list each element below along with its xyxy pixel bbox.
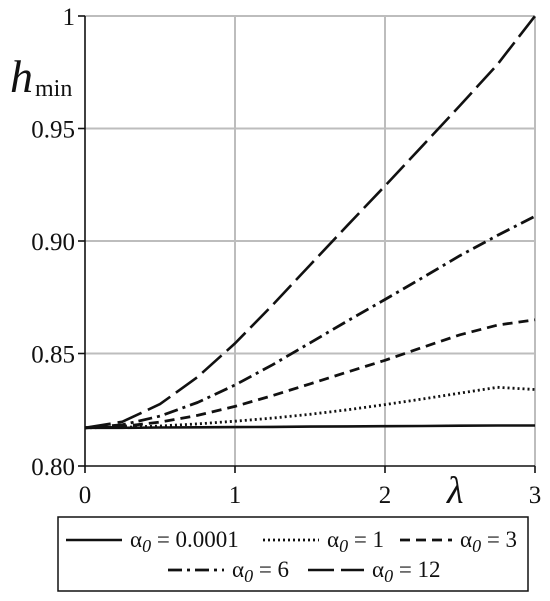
y-axis-label-subscript: min — [35, 76, 72, 102]
legend-label-2: α0 = 1 — [327, 527, 384, 556]
grid-lines — [85, 15, 536, 466]
axes — [78, 15, 536, 473]
tick-labels: 0.80 0.85 0.90 0.95 1 0 1 2 3 — [31, 4, 541, 509]
x-axis-label: λ — [446, 470, 463, 512]
legend-label-4: α0 = 6 — [232, 557, 289, 586]
legend: α0 = 0.0001 α0 = 1 α0 = 3 α0 = 6 α0 = 12 — [57, 516, 529, 592]
legend-box — [57, 516, 529, 592]
y-tick-label: 0.80 — [31, 454, 75, 481]
x-tick-label: 1 — [229, 482, 242, 509]
legend-label-3: α0 = 3 — [460, 527, 517, 556]
series-line-2 — [84, 385, 536, 430]
series-line-5 — [84, 15, 537, 430]
y-tick-label: 0.85 — [31, 342, 75, 369]
y-axis-label: hmin — [10, 51, 72, 102]
series-line-1 — [85, 424, 535, 430]
x-tick-label: 2 — [379, 482, 392, 509]
legend-label-1: α0 = 0.0001 — [130, 527, 239, 556]
x-tick-label: 3 — [529, 482, 542, 509]
x-tick-label: 0 — [79, 482, 92, 509]
y-tick-label: 1 — [63, 4, 76, 31]
y-tick-label: 0.90 — [31, 229, 75, 256]
legend-label-5: α0 = 12 — [372, 557, 441, 586]
series-line-3 — [84, 318, 536, 430]
y-tick-label: 0.95 — [31, 117, 75, 144]
series-lines — [84, 15, 537, 430]
series-line-4 — [84, 214, 536, 430]
